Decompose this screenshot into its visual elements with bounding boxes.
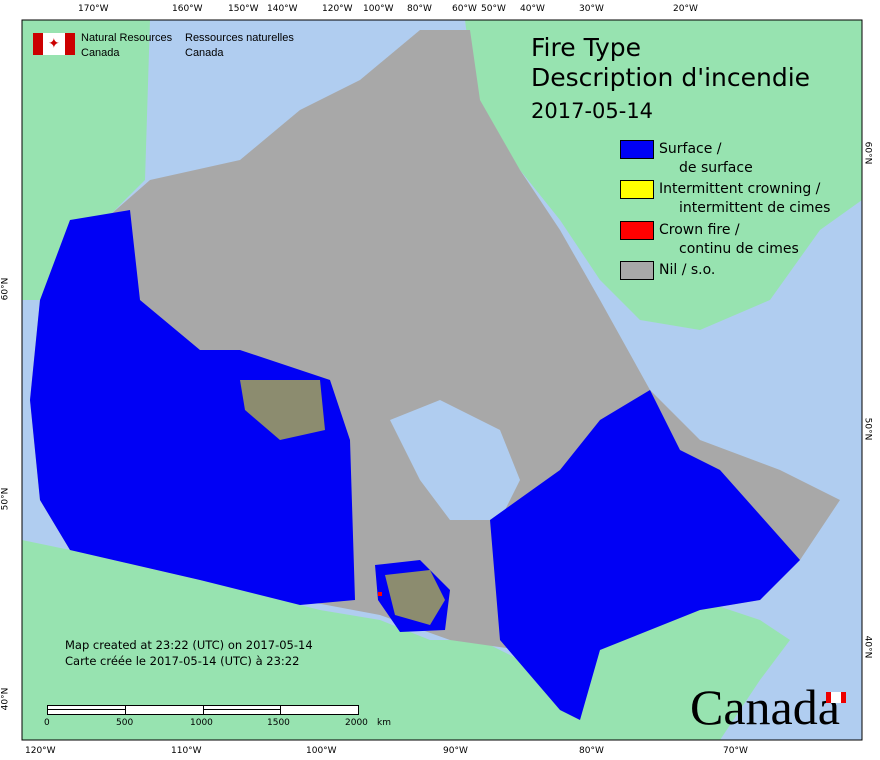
scale-label: 1000 [190, 718, 213, 728]
lon-tick: 90°W [443, 746, 468, 756]
lon-tick: 100°W [306, 746, 337, 756]
lat-tick: 60°N [0, 277, 11, 301]
lon-tick: 80°W [407, 4, 432, 14]
hudson-bay [390, 400, 520, 520]
scale-unit: km [377, 718, 391, 728]
lon-tick: 120°W [25, 746, 56, 756]
agency-name-fr: Ressources naturelles Canada [185, 32, 294, 59]
united-states [22, 540, 790, 740]
scale-label: 1500 [267, 718, 290, 728]
lon-tick: 40°W [520, 4, 545, 14]
scale-label: 500 [116, 718, 134, 728]
map-title-fr: Description d'incendie [531, 63, 811, 92]
alaska [22, 20, 150, 300]
intermittent-crowning-area [385, 570, 445, 625]
lat-tick: 50°N [0, 487, 11, 511]
wordmark-flag-icon [826, 692, 846, 703]
lon-tick: 80°W [579, 746, 604, 756]
created-note-fr: Carte créée le 2017-05-14 (UTC) à 23:22 [65, 654, 300, 668]
legend-swatch-nil [620, 261, 654, 280]
western-fire-zone [30, 210, 355, 605]
lat-tick: 40°N [0, 687, 11, 711]
greenland [465, 20, 862, 330]
scale-label: 2000 [345, 718, 368, 728]
lat-tick: 60°N [862, 141, 873, 165]
created-note-en: Map created at 23:22 (UTC) on 2017-05-14 [65, 638, 313, 652]
legend-label-intermittent: Intermittent crowning / intermittent de c… [659, 181, 831, 216]
lat-tick: 40°N [862, 635, 873, 659]
lon-tick: 20°W [673, 4, 698, 14]
legend-label-nil: Nil / s.o. [659, 262, 716, 278]
lon-tick: 150°W [228, 4, 259, 14]
legend-label-surface: Surface / de surface [659, 141, 753, 176]
legend-label-crown: Crown fire / continu de cimes [659, 222, 799, 257]
legend-swatch-surface [620, 140, 654, 159]
map-frame [21, 19, 863, 741]
eastern-fire-zone [490, 390, 800, 720]
scale-bar [47, 705, 359, 715]
legend-swatch-intermittent [620, 180, 654, 199]
lon-tick: 140°W [267, 4, 298, 14]
map-date: 2017-05-14 [531, 99, 654, 123]
lon-tick: 60°W [452, 4, 477, 14]
lat-tick: 50°N [862, 417, 873, 441]
lon-tick: 50°W [481, 4, 506, 14]
intermittent-crowning-area [240, 380, 325, 440]
agency-name-en: Natural Resources Canada [81, 32, 173, 59]
lon-tick: 120°W [322, 4, 353, 14]
lon-tick: 170°W [78, 4, 109, 14]
lon-tick: 30°W [579, 4, 604, 14]
crown-fire-spot [378, 592, 382, 596]
lon-tick: 160°W [172, 4, 203, 14]
canada-wordmark: Canada [690, 679, 840, 735]
map-title: Fire Type [531, 33, 641, 62]
legend-swatch-crown [620, 221, 654, 240]
scale-label: 0 [44, 718, 50, 728]
lon-tick: 100°W [363, 4, 394, 14]
lon-tick: 70°W [723, 746, 748, 756]
canada-flag-logo: ✦ [33, 33, 75, 55]
lon-tick: 110°W [171, 746, 202, 756]
